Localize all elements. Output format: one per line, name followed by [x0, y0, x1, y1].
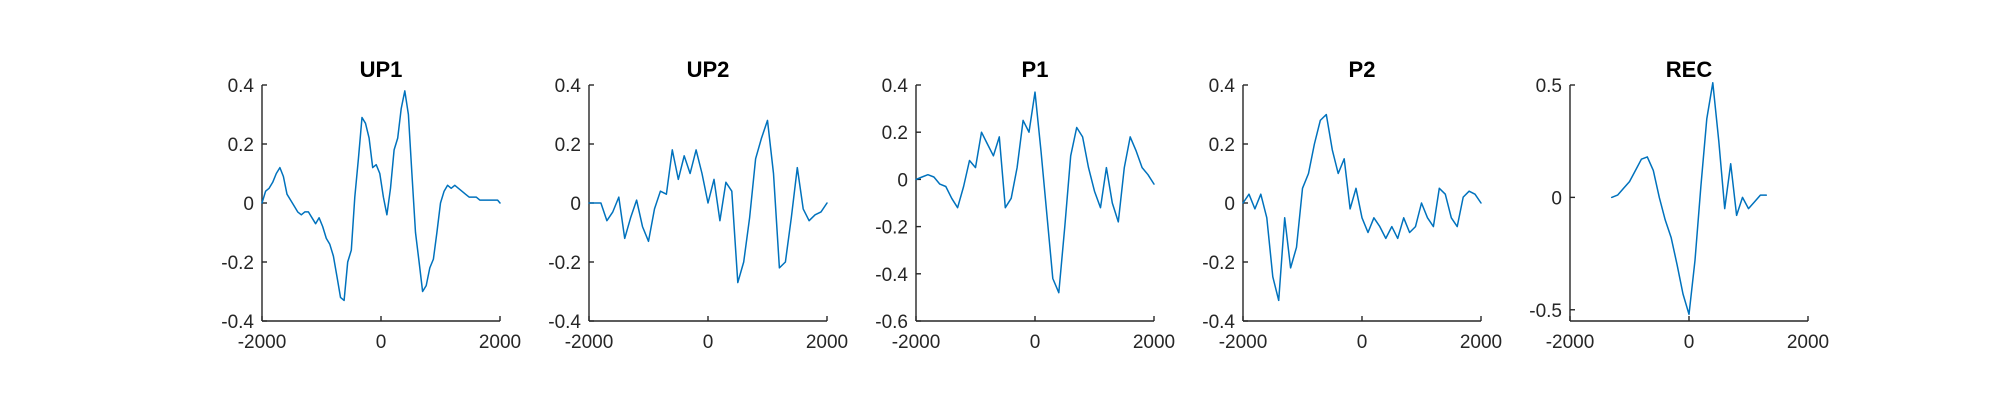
y-tick-label: 0.4 — [228, 76, 255, 97]
y-tick-label: 0.5 — [1536, 76, 1562, 97]
x-tick-label: 0 — [1684, 332, 1695, 353]
y-tick-label: -0.2 — [221, 253, 254, 274]
chart-title: UP1 — [360, 57, 403, 82]
y-tick-label: -0.2 — [548, 253, 581, 274]
x-tick-label: -2000 — [1546, 332, 1595, 353]
chart-panel-rec: -0.5 0 0.5 -2000 0 2000 REC — [1529, 57, 1829, 353]
chart-title: P2 — [1349, 57, 1376, 82]
y-tick-label: -0.4 — [548, 312, 581, 333]
x-tick-label: -2000 — [565, 332, 614, 353]
x-tick-label: 0 — [376, 332, 387, 353]
y-tick-label: 0.4 — [882, 76, 909, 97]
chart-title: P1 — [1022, 57, 1049, 82]
x-tick-label: 2000 — [806, 332, 848, 353]
y-tick-label: 0 — [570, 194, 581, 215]
x-tick-label: -2000 — [1219, 332, 1268, 353]
y-tick-label: -0.5 — [1529, 301, 1562, 322]
series-line — [915, 91, 1155, 294]
y-tick-label: 0.2 — [1209, 135, 1235, 156]
x-tick-label: 0 — [1357, 332, 1368, 353]
y-tick-label: 0 — [243, 194, 254, 215]
y-tick-label: 0.4 — [1209, 76, 1236, 97]
series-line — [588, 119, 828, 284]
x-tick-label: 2000 — [1460, 332, 1502, 353]
y-tick-label: -0.4 — [875, 265, 908, 286]
x-tick-label: -2000 — [238, 332, 287, 353]
y-tick-label: 0.2 — [882, 123, 908, 144]
chart-panel-up2: -0.4 -0.2 0 0.2 0.4 -2000 0 2000 UP2 — [548, 57, 848, 353]
y-tick-label: 0.2 — [555, 135, 581, 156]
chart-title: REC — [1666, 57, 1713, 82]
chart-panel-p1: -0.6 -0.4 -0.2 0 0.2 0.4 -2000 0 2000 P1 — [875, 57, 1175, 353]
x-tick-label: 2000 — [479, 332, 521, 353]
y-tick-label: -0.2 — [1202, 253, 1235, 274]
y-tick-label: -0.2 — [875, 218, 908, 239]
y-tick-label: 0.2 — [228, 135, 254, 156]
x-tick-label: 2000 — [1787, 332, 1829, 353]
y-tick-label: 0 — [897, 170, 908, 191]
series-line — [1242, 113, 1482, 302]
x-tick-label: 2000 — [1133, 332, 1175, 353]
y-tick-label: -0.4 — [1202, 312, 1235, 333]
series-line — [261, 90, 501, 302]
y-tick-label: 0 — [1224, 194, 1235, 215]
y-tick-label: -0.4 — [221, 312, 254, 333]
y-tick-label: 0.4 — [555, 76, 582, 97]
chart-panel-p2: -0.4 -0.2 0 0.2 0.4 -2000 0 2000 P2 — [1202, 57, 1502, 353]
x-tick-label: 0 — [1030, 332, 1041, 353]
x-tick-label: 0 — [703, 332, 714, 353]
x-tick-label: -2000 — [892, 332, 941, 353]
chart-panel-up1: -0.4 -0.2 0 0.2 0.4 -2000 0 2000 UP1 — [221, 57, 521, 353]
chart-title: UP2 — [687, 57, 730, 82]
y-tick-label: 0 — [1551, 188, 1562, 209]
y-tick-label: -0.6 — [875, 312, 908, 333]
series-line — [1610, 82, 1768, 316]
